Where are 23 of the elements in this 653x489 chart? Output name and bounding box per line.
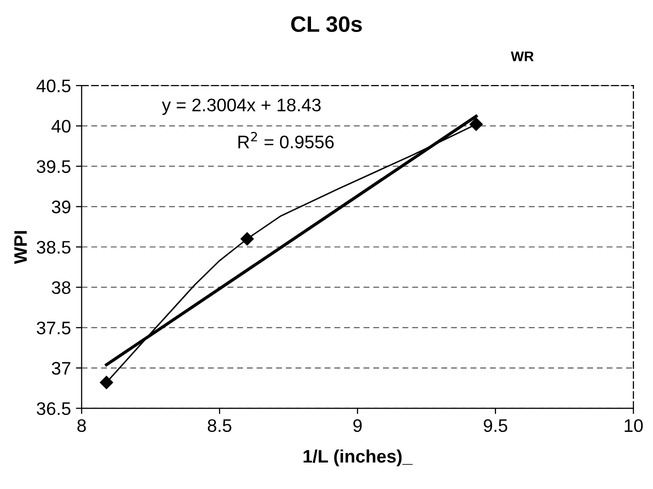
point [100, 376, 114, 390]
x-axis-title: 1/L (inches)_ [304, 449, 413, 466]
y-tick-label: 37 [52, 362, 70, 375]
y-tick-label: 39 [52, 200, 70, 214]
y-tick-label: 37.5 [36, 322, 70, 334]
point [470, 118, 483, 131]
annotation: R$^{2}$ = 0.9556 [238, 132, 334, 148]
y-axis-title: WPI [14, 231, 27, 264]
y-tick-label: 39.5 [36, 160, 70, 173]
chart-title: CL 30s [291, 16, 362, 32]
y-tick-label: 38.5 [36, 240, 70, 254]
chart-subtitle: WR [510, 52, 534, 62]
x-tick-label: 9.5 [484, 419, 508, 432]
x-tick-label: 9 [353, 419, 362, 432]
y-tick-label: 40 [52, 120, 71, 133]
x-tick-label: 8.5 [208, 419, 232, 432]
annotation: y = 2.3004x + 18.43 [162, 98, 321, 115]
x-tick-label: 10 [624, 419, 643, 432]
y-tick-label: 36.5 [36, 402, 70, 416]
x-tick-label: 8 [77, 419, 86, 432]
y-tick-label: 38 [52, 281, 70, 294]
point [240, 232, 254, 246]
y-tick-label: 40.5 [36, 80, 70, 92]
